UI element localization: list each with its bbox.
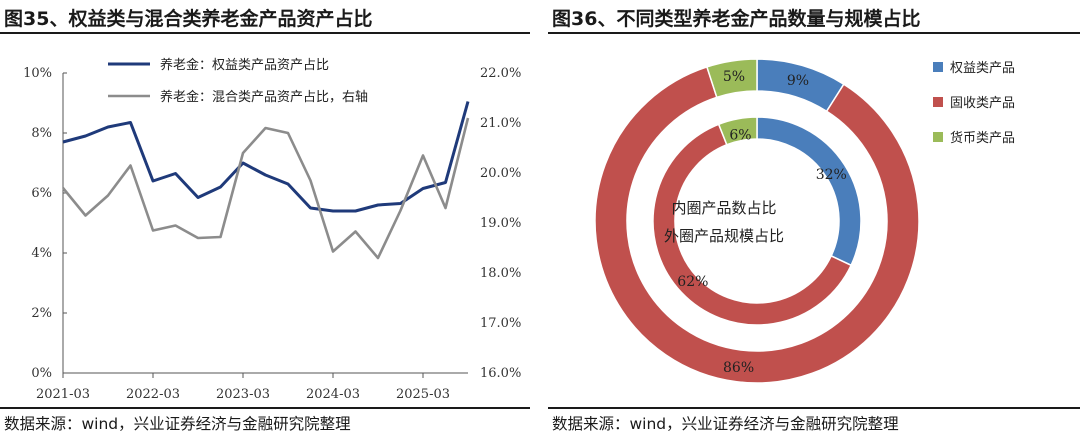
left-y-tick-label: 10% <box>23 66 52 81</box>
line-chart-axes <box>62 73 468 374</box>
outer-ring <box>594 58 920 384</box>
legend-swatch <box>933 132 943 142</box>
legend-label: 货币类产品 <box>950 130 1015 146</box>
right-y-tick-label: 22.0% <box>480 66 521 81</box>
right-y-tick-label: 19.0% <box>480 216 521 231</box>
line-chart: 0% 2% 4% 6% 8% 10% 16.0% 17.0% 18.0% 19.0% 20.0% 2… <box>23 57 521 402</box>
inner-ring-slice-label: 32% <box>816 167 847 183</box>
line-series-group <box>61 101 470 260</box>
legend-swatch <box>933 62 943 72</box>
right-title-rule <box>548 32 1080 34</box>
left-y-tick-label: 6% <box>31 186 52 201</box>
outer-ring-slice <box>594 65 920 384</box>
inner-ring-slice-label: 62% <box>677 274 708 290</box>
x-tick-label: 2021-03 <box>36 387 90 402</box>
right-y-axis-ticks: 16.0% 17.0% 18.0% 19.0% 20.0% 21.0% 22.0% <box>480 66 521 381</box>
mixed-series-line <box>61 117 470 260</box>
outer-ring-slice-label: 9% <box>787 73 809 89</box>
left-y-tick-label: 0% <box>31 366 52 381</box>
slice-labels: 9% 86% 5% 32% 62% 6% <box>677 69 847 376</box>
inner-ring-slice-label: 6% <box>729 128 751 144</box>
center-text-line: 外圈产品规模占比 <box>664 227 784 245</box>
left-figure-panel: 图35、权益类与混合类养老金产品资产占比 0% 2% 4% 6% 8% 10% 16.0%… <box>0 0 530 441</box>
x-tick-label: 2025-03 <box>396 387 450 402</box>
legend-swatch <box>933 97 943 107</box>
equity-series-line <box>62 101 470 213</box>
legend-label: 固收类产品 <box>950 96 1015 111</box>
outer-ring-slice-label: 5% <box>723 69 745 85</box>
x-tick-label: 2022-03 <box>126 387 180 402</box>
inner-ring-slice <box>652 123 853 326</box>
right-figure-panel: 图36、不同类型养老金产品数量与规模占比 9% 86% 5% 32% 62% 6% 内圈产… <box>548 0 1080 441</box>
inner-ring <box>652 116 862 326</box>
outer-ring-slice-label: 86% <box>723 360 754 376</box>
left-figure-title: 图35、权益类与混合类养老金产品资产占比 <box>4 8 373 30</box>
left-y-tick-label: 8% <box>31 126 52 141</box>
outer-ring-slice <box>705 58 758 99</box>
center-text-line: 内圈产品数占比 <box>671 199 776 217</box>
x-tick-label: 2024-03 <box>306 387 360 402</box>
legend-label: 养老金：混合类产品资产占比，右轴 <box>160 89 368 105</box>
left-source-note: 数据来源：wind，兴业证券经济与金融研究院整理 <box>4 415 351 433</box>
right-y-tick-label: 16.0% <box>480 366 521 381</box>
right-y-tick-label: 20.0% <box>480 166 521 181</box>
legend-label: 养老金：权益类产品资产占比 <box>160 57 329 73</box>
left-title-rule <box>0 32 530 34</box>
right-source-rule <box>548 407 1080 409</box>
left-source-rule <box>0 407 530 409</box>
right-y-tick-label: 18.0% <box>480 266 521 281</box>
right-figure-title: 图36、不同类型养老金产品数量与规模占比 <box>552 8 921 30</box>
x-axis-ticks: 2021-03 2022-03 2023-03 2024-03 2025-03 <box>36 373 450 402</box>
inner-ring-slice <box>717 116 758 146</box>
x-tick-label: 2023-03 <box>216 387 270 402</box>
left-y-tick-label: 4% <box>31 246 52 261</box>
left-y-tick-label: 2% <box>31 306 52 321</box>
right-y-tick-label: 21.0% <box>480 116 521 131</box>
legend-label: 权益类产品 <box>950 60 1015 76</box>
right-source-note: 数据来源：wind，兴业证券经济与金融研究院整理 <box>552 415 899 433</box>
right-y-tick-label: 17.0% <box>480 316 521 331</box>
left-y-axis-ticks: 0% 2% 4% 6% 8% 10% <box>23 66 67 381</box>
